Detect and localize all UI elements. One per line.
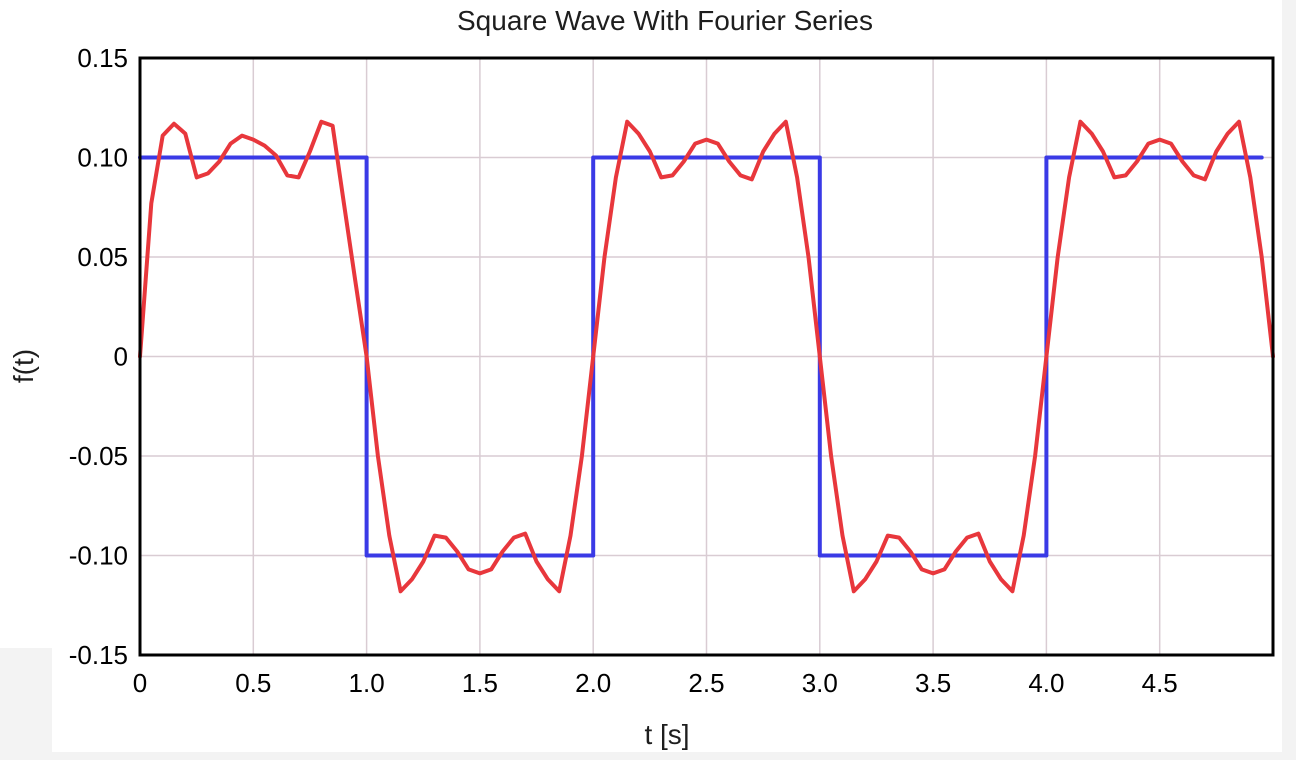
x-tick-label: 2.5 (688, 668, 724, 698)
chart-background-top (0, 0, 1282, 648)
y-tick-label: 0.10 (77, 143, 128, 173)
x-tick-label: 3.0 (802, 668, 838, 698)
x-axis-title: t [s] (644, 719, 689, 750)
y-tick-label: -0.15 (69, 640, 128, 670)
series-line-1 (138, 119, 1275, 594)
x-tick-label: 1.5 (462, 668, 498, 698)
y-tick-label: 0.05 (77, 242, 128, 272)
tick-labels: 0 0.5 1.0 1.5 2.0 2.5 3.0 3.5 4.0 4.5 0.15 0.10 0.05… (69, 43, 1178, 698)
y-tick-label: -0.10 (69, 541, 128, 571)
chart-title: Square Wave With Fourier Series (457, 5, 873, 36)
x-tick-label: 4.0 (1028, 668, 1064, 698)
plot-series (138, 119, 1275, 594)
plot-area-frame (138, 56, 1275, 657)
y-tick-label: -0.05 (69, 441, 128, 471)
x-tick-label: 2.0 (575, 668, 611, 698)
x-tick-label: 4.5 (1142, 668, 1178, 698)
x-tick-label: 3.5 (915, 668, 951, 698)
x-tick-label: 0 (133, 668, 147, 698)
x-tick-label: 0.5 (235, 668, 271, 698)
chart-background-bottom (52, 648, 1282, 752)
x-tick-label: 1.0 (349, 668, 385, 698)
y-tick-label: 0.15 (77, 43, 128, 73)
y-axis-title: f(t) (8, 349, 39, 383)
y-tick-label: 0 (114, 342, 128, 372)
